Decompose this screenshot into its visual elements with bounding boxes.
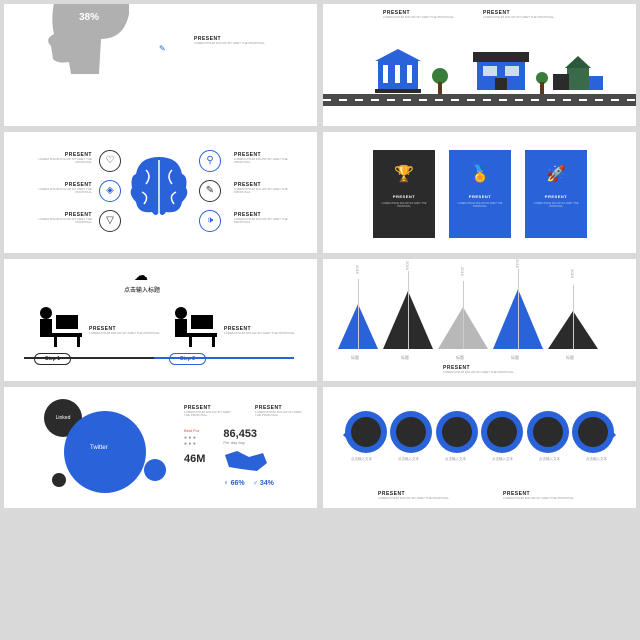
tree-icon <box>535 70 549 94</box>
heart-icon: ♡ <box>99 150 121 172</box>
head-pct: 38% <box>79 12 99 23</box>
twitter-bubble <box>64 411 146 493</box>
card-medal: 🏅 PRESENT LOREM IPSUM DOLOR SIT AMET THE… <box>449 150 511 238</box>
cloud-icon: ☁ <box>134 267 148 284</box>
label: PRESENTLOREM IPSUM DOLOR SIT AMET THE PR… <box>89 326 160 336</box>
tree-icon <box>431 66 449 94</box>
slide-buildings: PRESENTLOREM IPSUM DOLOR SIT AMET THE PR… <box>323 4 636 126</box>
label: PRESENTLOREM IPSUM DOLOR SIT AMET THE PR… <box>22 182 92 195</box>
pencil-icon: ✎ <box>159 44 166 53</box>
label: PRESENTLOREM IPSUM DOLOR SIT AMET THE PR… <box>443 365 514 375</box>
label: PRESENTLOREM IPSUM DOLOR SIT AMET THE PR… <box>224 326 295 336</box>
peaks <box>323 279 633 349</box>
step-2: Step 2 <box>169 353 206 365</box>
chain-node <box>436 411 478 453</box>
card-rocket: 🚀 PRESENT LOREM IPSUM DOLOR SIT AMET THE… <box>525 150 587 238</box>
shop-icon <box>473 52 529 94</box>
small-bubble <box>144 459 166 481</box>
chain-node <box>572 411 614 453</box>
road <box>323 94 636 106</box>
person-desk-icon <box>169 305 219 347</box>
house-icon <box>553 56 603 94</box>
slide-grid: 38% ✎ PRESENT LOREM IPSUM DOLOR SIT AMET… <box>0 0 640 640</box>
megaphone-icon: 🕩 <box>199 210 221 232</box>
twitter-label: Twitter <box>90 445 108 451</box>
label-2: PRESENTLOREM IPSUM DOLOR SIT AMET THE PR… <box>483 10 554 20</box>
slide-steps: ☁ 点击输入标题 PRESENTLOREM IPSUM DOLOR SIT AM… <box>4 259 317 381</box>
chain-node <box>345 411 387 453</box>
stats-col: PRESENTLOREM IPSUM DOLOR SIT AMET THE PR… <box>184 405 304 487</box>
label: PRESENTLOREM IPSUM DOLOR SIT AMET THE PR… <box>378 491 449 501</box>
chain-node <box>527 411 569 453</box>
slide-bubbles: Linked Twitter PRESENTLOREM IPSUM DOLOR … <box>4 387 317 509</box>
chain-node <box>390 411 432 453</box>
bank-icon <box>373 49 423 94</box>
rocket-icon: 🚀 <box>546 164 566 184</box>
label: PRESENTLOREM IPSUM DOLOR SIT AMET THE PR… <box>234 212 304 225</box>
gem-icon: ▽ <box>99 210 121 232</box>
pct-female: ♂ 34% <box>253 480 274 487</box>
person-desk-icon <box>34 305 84 347</box>
slide-brain: ♡ ◈ ▽ ⚲ ✎ 🕩 PRESENTLOREM IPSUM DOLOR SIT… <box>4 132 317 254</box>
pct-male: ♀ 66% <box>223 480 244 487</box>
small-bubble <box>52 473 66 487</box>
present-label: PRESENT LOREM IPSUM DOLOR SIT AMET THE P… <box>194 36 265 46</box>
chain-node <box>481 411 523 453</box>
label: PRESENTLOREM IPSUM DOLOR SIT AMET THE PR… <box>503 491 574 501</box>
label: PRESENTLOREM IPSUM DOLOR SIT AMET THE PR… <box>22 212 92 225</box>
cloud-title: 点击输入标题 <box>124 285 160 294</box>
step-1: Step 1 <box>34 353 71 365</box>
brain-icon <box>124 152 194 220</box>
diamond-icon: ◈ <box>99 180 121 202</box>
trophy-icon: 🏆 <box>394 164 414 184</box>
label: PRESENTLOREM IPSUM DOLOR SIT AMET THE PR… <box>22 152 92 165</box>
label: PRESENTLOREM IPSUM DOLOR SIT AMET THE PR… <box>234 152 304 165</box>
slide-cards: 🏆 PRESENT LOREM IPSUM DOLOR SIT AMET THE… <box>323 132 636 254</box>
map-icon <box>223 449 269 473</box>
bulb-icon: ⚲ <box>199 150 221 172</box>
node-chain <box>345 411 614 453</box>
label: PRESENTLOREM IPSUM DOLOR SIT AMET THE PR… <box>234 182 304 195</box>
card-trophy: 🏆 PRESENT LOREM IPSUM DOLOR SIT AMET THE… <box>373 150 435 238</box>
label-1: PRESENTLOREM IPSUM DOLOR SIT AMET THE PR… <box>383 10 454 20</box>
slide-head: 38% ✎ PRESENT LOREM IPSUM DOLOR SIT AMET… <box>4 4 317 126</box>
slide-mountain-chart: 2015 2016 2015 2016 2015 标题 标题 标题 标题 标题 … <box>323 259 636 381</box>
slide-chain: 点击输入文本 点击输入文本 点击输入文本 点击输入文本 点击输入文本 点击输入文… <box>323 387 636 509</box>
medal-icon: 🏅 <box>470 164 490 184</box>
thumb-icon: ✎ <box>199 180 221 202</box>
